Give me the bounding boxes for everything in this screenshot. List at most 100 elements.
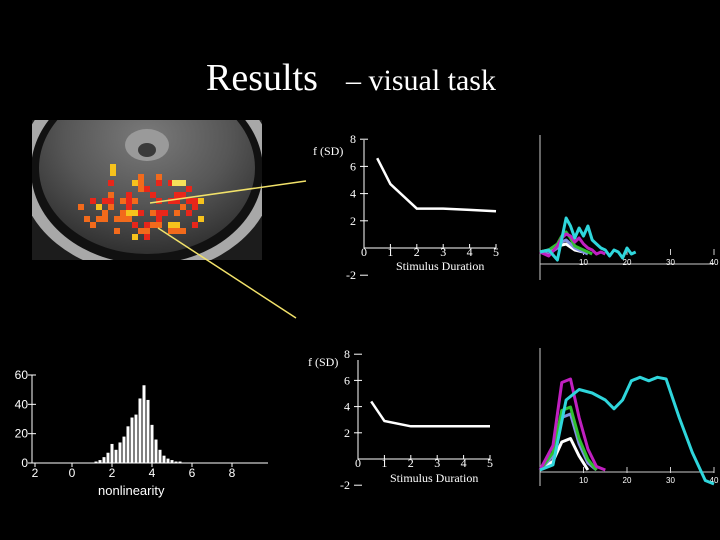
activation-voxel [198, 198, 204, 204]
x-tick-label: 0 [69, 466, 76, 480]
timecourse-line [538, 377, 606, 472]
activation-voxel [186, 210, 192, 216]
histogram-bar [162, 455, 166, 463]
y-tick-label: 6 [344, 373, 350, 387]
x-tick-label: 40 [710, 476, 719, 485]
x-tick-label: 5 [487, 456, 493, 470]
x-tick-label: 3 [440, 245, 446, 259]
y-tick-label: 2 [350, 214, 356, 228]
activation-voxel [126, 198, 132, 204]
x-tick-label: 0 [361, 245, 367, 259]
histogram-bar [134, 414, 138, 463]
timecourse-line [538, 412, 598, 472]
x-tick-label: 30 [666, 476, 675, 485]
y-tick-label: 40 [15, 397, 29, 411]
activation-voxel [114, 216, 120, 222]
activation-voxel [132, 198, 138, 204]
timecourse-line [539, 216, 637, 262]
brain-scan-image [32, 120, 262, 260]
activation-voxel [174, 198, 180, 204]
activation-voxel [120, 210, 126, 216]
y-tick-label: 60 [15, 368, 29, 382]
activation-voxel [108, 198, 114, 204]
activation-voxel [126, 210, 132, 216]
activation-voxel [120, 198, 126, 204]
histogram-bar [98, 460, 102, 463]
x-tick-label: 0 [355, 456, 361, 470]
x-tick-label: 10 [579, 476, 588, 485]
activation-voxel [174, 222, 180, 228]
activation-voxel [192, 204, 198, 210]
activation-voxel [138, 228, 144, 234]
activation-voxel [150, 192, 156, 198]
activation-voxel [168, 222, 174, 228]
activation-voxel [144, 228, 150, 234]
activation-voxel [168, 228, 174, 234]
y-axis-label: f (SD) [308, 355, 338, 369]
activation-voxel [126, 216, 132, 222]
y-tick-label: 0 [21, 456, 28, 470]
activation-voxel [96, 216, 102, 222]
activation-voxel [174, 192, 180, 198]
activation-voxel [172, 180, 186, 186]
activation-voxel [90, 198, 96, 204]
x-tick-label: 20 [623, 476, 632, 485]
x-tick-label: 4 [467, 245, 473, 259]
activation-voxel [132, 210, 138, 216]
y-axis-label: f (SD) [313, 144, 343, 158]
x-tick-label: 10 [579, 258, 588, 267]
x-tick-label: 1 [381, 456, 387, 470]
x-tick-label: 1 [387, 245, 393, 259]
x-tick-label: 20 [623, 258, 632, 267]
activation-voxel [132, 180, 138, 186]
activation-voxel [114, 228, 120, 234]
histogram-bar [158, 449, 162, 463]
activation-voxel [108, 204, 114, 210]
activation-voxel [150, 210, 156, 216]
activation-voxel [138, 174, 144, 180]
histogram-bar [174, 461, 178, 463]
x-axis-label: Stimulus Duration [390, 471, 478, 485]
histogram-bar [138, 398, 142, 463]
activation-voxel [198, 216, 204, 222]
x-axis-label: nonlinearity [98, 483, 165, 498]
lower-timecourse-plot: 10 20 30 40 [538, 348, 719, 486]
activation-voxel [192, 198, 198, 204]
activation-voxel [102, 216, 108, 222]
activation-voxel [126, 192, 132, 198]
activation-voxel [174, 228, 180, 234]
activation-voxel [84, 216, 90, 222]
activation-voxel [162, 210, 168, 216]
activation-voxel [174, 210, 180, 216]
activation-voxel [108, 180, 114, 186]
y-tick-label: 8 [350, 132, 356, 146]
y-tick-label: 6 [350, 159, 356, 173]
activation-voxel [156, 216, 162, 222]
activation-voxel [150, 222, 156, 228]
activation-voxel [180, 204, 186, 210]
histogram-bar [170, 460, 174, 463]
activation-voxel [102, 210, 108, 216]
y-tick-label: 4 [350, 187, 356, 201]
activation-voxel [144, 186, 150, 192]
title-main: Results [206, 57, 318, 99]
activation-voxel [156, 210, 162, 216]
histogram-bar [118, 442, 122, 463]
fsd-curve [370, 400, 490, 428]
activation-voxel [138, 186, 144, 192]
activation-voxel [138, 180, 144, 186]
x-tick-label: 2 [109, 466, 116, 480]
title-sub: – visual task [345, 64, 496, 97]
fsd-curve [376, 157, 497, 213]
activation-voxel [138, 210, 144, 216]
activation-voxel [90, 222, 96, 228]
activation-voxel [110, 164, 116, 176]
histogram-bar [178, 461, 182, 463]
activation-voxel [126, 204, 132, 210]
histogram-bar [114, 449, 118, 463]
x-tick-label: 2 [414, 245, 420, 259]
activation-voxel [144, 234, 150, 240]
